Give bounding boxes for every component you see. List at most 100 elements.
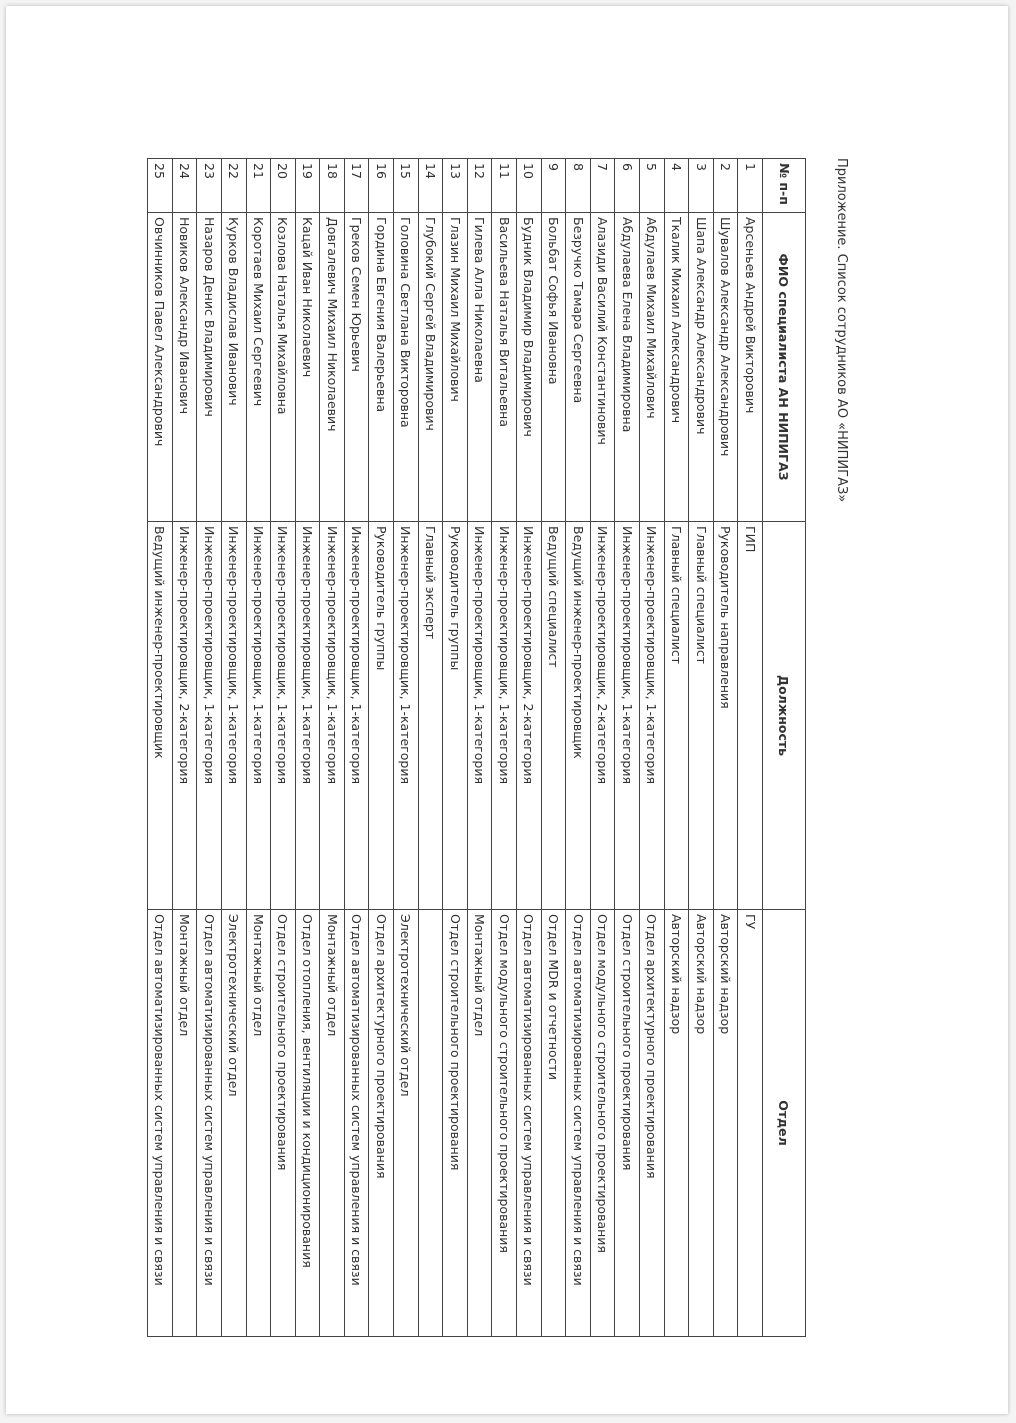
cell-position: Инженер-проектировщик, 1-категория	[393, 521, 419, 910]
cell-department: Электротехнический отдел	[221, 909, 247, 1337]
cell-department: Отдел строительного проектирования	[270, 909, 296, 1337]
cell-number: 3	[688, 158, 714, 213]
cell-number: 10	[516, 158, 542, 213]
cell-department: Авторский надзор	[713, 909, 738, 1337]
table-row: 25 Овчинников Павел Александрович Ведущий …	[147, 158, 173, 1337]
table-row: 15 Головина Светлана Викторовна Инженер-пр…	[393, 158, 419, 1337]
cell-name: Назаров Денис Владимирович	[196, 212, 222, 522]
cell-department: Монтажный отдел	[319, 909, 345, 1337]
cell-number: 7	[590, 158, 615, 213]
cell-name: Гордина Евгения Валерьевна	[369, 212, 394, 522]
cell-number: 8	[565, 158, 591, 213]
cell-department: Отдел автоматизированных систем управлен…	[196, 909, 222, 1337]
cell-department: Монтажный отдел	[246, 909, 271, 1337]
table-row: 20 Козлова Наталья Михайловна Инженер-прое…	[270, 158, 296, 1337]
cell-position: Руководитель группы	[442, 521, 468, 910]
table-row: 2 Шувалов Александр Александрович Руководи…	[713, 158, 738, 1337]
cell-position: Инженер-проектировщик, 1-категория	[467, 521, 492, 910]
cell-department: Авторский надзор	[688, 909, 714, 1337]
cell-name: Глазин Михаил Михайлович	[442, 212, 468, 522]
cell-position: Ведущий инженер-проектировщик	[147, 521, 173, 910]
cell-number: 11	[491, 158, 517, 213]
cell-number: 15	[393, 158, 419, 213]
cell-number: 23	[196, 158, 222, 213]
cell-name: Будник Владимир Владимирович	[516, 212, 542, 522]
table-row: 17 Греков Семен Юрьевич Инженер-проектиров…	[344, 158, 369, 1337]
cell-number: 12	[467, 158, 492, 213]
cell-name: Овчинников Павел Александрович	[147, 212, 173, 522]
cell-department: Отдел автоматизированных систем управлен…	[344, 909, 369, 1337]
cell-department: Монтажный отдел	[172, 909, 197, 1337]
cell-department	[418, 909, 443, 1337]
cell-department: Отдел модульного строительного проектиро…	[491, 909, 517, 1337]
table-row: 10 Будник Владимир Владимирович Инженер-пр…	[516, 158, 542, 1337]
cell-name: Абдулаева Елена Владимировна	[614, 212, 640, 522]
cell-position: Инженер-проектировщик, 1-категория	[221, 521, 247, 910]
table-row: 23 Назаров Денис Владимирович Инженер-прое…	[196, 158, 222, 1337]
cell-number: 4	[664, 158, 689, 213]
cell-department: Отдел автоматизированных систем управлен…	[516, 909, 542, 1337]
cell-department: Монтажный отдел	[467, 909, 492, 1337]
cell-department: Отдел строительного проектирования	[614, 909, 640, 1337]
cell-department: Отдел MDR и отчетности	[541, 909, 566, 1337]
cell-number: 14	[418, 158, 443, 213]
table-row: 11 Васильева Наталья Витальевна Инженер-пр…	[491, 158, 517, 1337]
table-row: 18 Довгалевич Михаил Николаевич Инженер-пр…	[319, 158, 345, 1337]
table-row: 24 Новиков Александр Иванович Инженер-прое…	[172, 158, 197, 1337]
cell-position: Инженер-проектировщик, 1-категория	[614, 521, 640, 910]
table-row: 1 Арсеньев Андрей Викторович ГИП ГУ	[737, 158, 763, 1337]
table-row: 6 Абдулаева Елена Владимировна Инженер-про…	[614, 158, 640, 1337]
table-row: 3 Шапа Александр Александрович Главный спе…	[688, 158, 714, 1337]
table-row: 9 Больбат Софья Ивановна Ведущий специалис…	[541, 158, 566, 1337]
header-number: № п-п	[762, 158, 806, 213]
cell-number: 16	[369, 158, 394, 213]
table-row: 21 Коротаев Михаил Сергеевич Инженер-проек…	[246, 158, 271, 1337]
cell-position: ГИП	[737, 521, 763, 910]
cell-position: Инженер-проектировщик, 2-категория	[172, 521, 197, 910]
cell-position: Инженер-проектировщик, 1-категория	[246, 521, 271, 910]
cell-name: Греков Семен Юрьевич	[344, 212, 369, 522]
header-position: Должность	[762, 521, 806, 910]
cell-number: 22	[221, 158, 247, 213]
cell-number: 2	[713, 158, 738, 213]
cell-name: Безручко Тамара Сергеевна	[565, 212, 591, 522]
cell-position: Инженер-проектировщик, 2-категория	[590, 521, 615, 910]
cell-number: 5	[639, 158, 665, 213]
cell-position: Инженер-проектировщик, 1-категория	[319, 521, 345, 910]
cell-number: 6	[614, 158, 640, 213]
cell-number: 25	[147, 158, 173, 213]
document-page: Приложение. Список сотрудников АО «НИПИГ…	[6, 6, 1008, 1414]
cell-name: Абдулаев Михаил Михайлович	[639, 212, 665, 522]
cell-name: Шувалов Александр Александрович	[713, 212, 738, 522]
table-row: 7 Алазиди Василий Константинович Инженер-п…	[590, 158, 615, 1337]
cell-number: 19	[295, 158, 320, 213]
document-caption: Приложение. Список сотрудников АО «НИПИГ…	[834, 158, 849, 503]
header-name: ФИО специалиста АН НИПИГАЗ	[762, 212, 806, 522]
cell-name: Курков Владислав Иванович	[221, 212, 247, 522]
table-row: 19 Кацай Иван Николаевич Инженер-проектиро…	[295, 158, 320, 1337]
table-header-row: № п-п ФИО специалиста АН НИПИГАЗ Должнос…	[762, 158, 806, 1337]
table-row: 12 Гилева Алла Николаевна Инженер-проектир…	[467, 158, 492, 1337]
table-row: 8 Безручко Тамара Сергеевна Ведущий инжене…	[565, 158, 591, 1337]
cell-department: Авторский надзор	[664, 909, 689, 1337]
cell-name: Ткалик Михаил Александрович	[664, 212, 689, 522]
cell-position: Инженер-проектировщик, 1-категория	[270, 521, 296, 910]
table-row: 22 Курков Владислав Иванович Инженер-проек…	[221, 158, 247, 1337]
cell-department: Отдел автоматизированных систем управлен…	[565, 909, 591, 1337]
cell-name: Арсеньев Андрей Викторович	[737, 212, 763, 522]
rotated-content: Приложение. Список сотрудников АО «НИПИГ…	[147, 158, 851, 1338]
cell-name: Новиков Александр Иванович	[172, 212, 197, 522]
cell-position: Главный специалист	[664, 521, 689, 910]
cell-position: Инженер-проектировщик, 1-категория	[491, 521, 517, 910]
cell-name: Васильева Наталья Витальевна	[491, 212, 517, 522]
table-row: 5 Абдулаев Михаил Михайлович Инженер-проек…	[639, 158, 665, 1337]
header-department: Отдел	[762, 909, 806, 1337]
cell-department: ГУ	[737, 909, 763, 1337]
table-row: 16 Гордина Евгения Валерьевна Руководитель…	[369, 158, 394, 1337]
cell-department: Отдел архитектурного проектирования	[369, 909, 394, 1337]
cell-name: Кацай Иван Николаевич	[295, 212, 320, 522]
cell-number: 17	[344, 158, 369, 213]
cell-name: Довгалевич Михаил Николаевич	[319, 212, 345, 522]
cell-position: Главный эксперт	[418, 521, 443, 910]
cell-name: Шапа Александр Александрович	[688, 212, 714, 522]
